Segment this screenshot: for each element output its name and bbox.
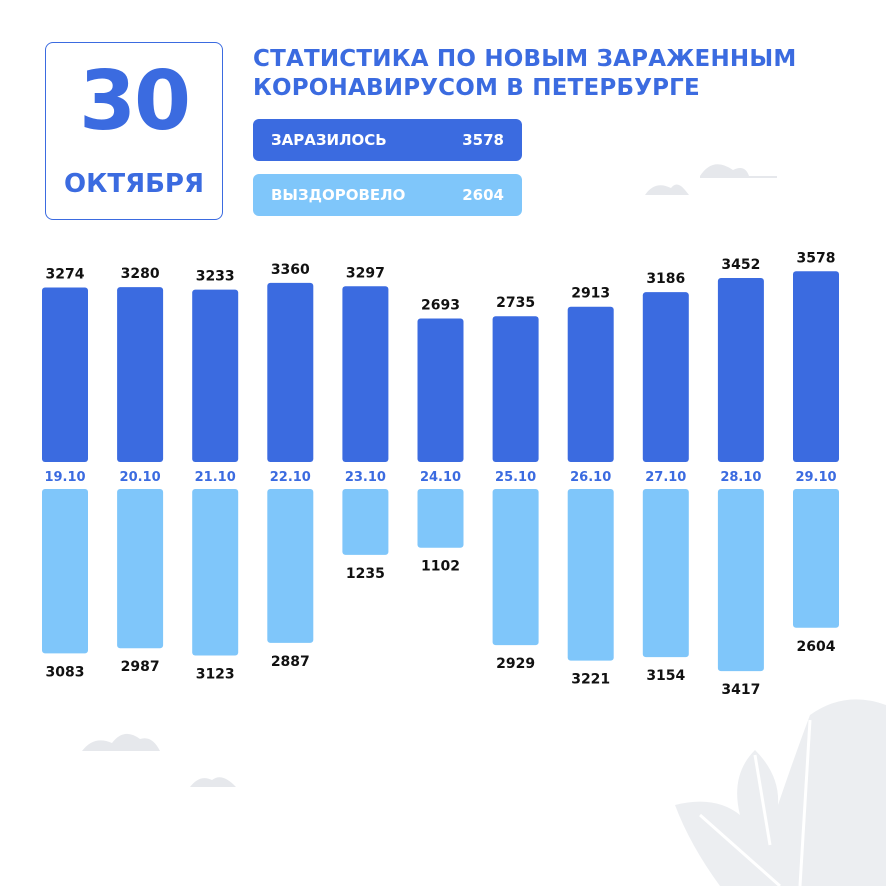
date-tick-label: 19.10 <box>44 470 85 485</box>
infected-data-label: 3280 <box>121 266 160 282</box>
recovered-data-label: 2929 <box>496 656 535 672</box>
recovered-bar <box>117 489 164 649</box>
page-title: СТАТИСТИКА ПО НОВЫМ ЗАРАЖЕННЫМ КОРОНАВИР… <box>253 45 853 103</box>
date-tick-label: 28.10 <box>720 470 761 485</box>
recovered-data-label: 3221 <box>571 672 610 688</box>
leaf-icon <box>675 699 886 886</box>
date-tick-label: 29.10 <box>795 470 836 485</box>
cloud-icon <box>645 164 777 195</box>
recovered-data-label: 3123 <box>196 666 235 682</box>
infected-data-label: 3274 <box>46 266 85 282</box>
infected-value: 3578 <box>462 131 504 149</box>
infected-data-label: 3186 <box>646 271 685 287</box>
recovered-data-label: 1102 <box>421 559 460 575</box>
infected-bar <box>492 316 539 462</box>
date-tick-label: 23.10 <box>345 470 386 485</box>
recovered-bar <box>342 489 389 555</box>
infected-bar <box>793 271 839 462</box>
recovered-bar <box>567 489 614 661</box>
infected-data-label: 3452 <box>721 257 760 273</box>
infected-bar <box>117 287 164 462</box>
recovered-bar <box>192 489 239 656</box>
recovered-bar <box>793 489 839 628</box>
date-tick-label: 22.10 <box>270 470 311 485</box>
infected-label: ЗАРАЗИЛОСЬ <box>271 131 387 149</box>
date-tick-label: 25.10 <box>495 470 536 485</box>
recovered-bar <box>267 489 314 643</box>
recovered-bar <box>42 489 88 654</box>
recovered-bar <box>642 489 689 658</box>
infected-bar <box>417 318 464 462</box>
recovered-bar <box>417 489 464 548</box>
infected-data-label: 2693 <box>421 297 460 313</box>
infected-data-label: 3578 <box>797 250 836 266</box>
recovered-bar <box>492 489 539 646</box>
infected-data-label: 3233 <box>196 269 235 285</box>
recovered-value: 2604 <box>462 186 504 204</box>
date-tick-label: 20.10 <box>120 470 161 485</box>
infected-data-label: 2913 <box>571 286 610 302</box>
infected-data-label: 3360 <box>271 262 310 278</box>
recovered-data-label: 3417 <box>721 682 760 698</box>
date-card: 30 ОКТЯБРЯ <box>45 42 223 220</box>
title-line-1: СТАТИСТИКА ПО НОВЫМ ЗАРАЖЕННЫМ <box>253 46 797 72</box>
infected-bar <box>192 289 239 462</box>
infected-bar <box>717 278 764 462</box>
recovered-data-label: 2604 <box>797 639 836 655</box>
infected-bar <box>342 286 389 462</box>
infected-data-label: 2735 <box>496 295 535 311</box>
date-day: 30 <box>78 54 191 149</box>
recovered-data-label: 3083 <box>46 664 85 680</box>
cloud-icon <box>82 733 160 751</box>
date-tick-label: 24.10 <box>420 470 461 485</box>
infected-bar <box>42 287 88 462</box>
infected-data-label: 3297 <box>346 265 385 281</box>
recovered-data-label: 1235 <box>346 566 385 582</box>
recovered-summary: ВЫЗДОРОВЕЛО 2604 <box>253 174 522 216</box>
recovered-data-label: 2987 <box>121 659 160 675</box>
title-line-2: КОРОНАВИРУСОМ В ПЕТЕРБУРГЕ <box>253 75 700 101</box>
recovered-label: ВЫЗДОРОВЕЛО <box>271 186 406 204</box>
date-tick-label: 21.10 <box>195 470 236 485</box>
recovered-bar <box>717 489 764 672</box>
infected-bar <box>642 292 689 462</box>
cloud-icon <box>190 777 236 787</box>
date-tick-label: 27.10 <box>645 470 686 485</box>
infected-bar <box>567 306 614 462</box>
infected-summary: ЗАРАЗИЛОСЬ 3578 <box>253 119 522 161</box>
date-tick-label: 26.10 <box>570 470 611 485</box>
date-month: ОКТЯБРЯ <box>63 169 204 199</box>
infected-bar <box>267 282 314 462</box>
recovered-data-label: 3154 <box>646 668 685 684</box>
recovered-data-label: 2887 <box>271 654 310 670</box>
